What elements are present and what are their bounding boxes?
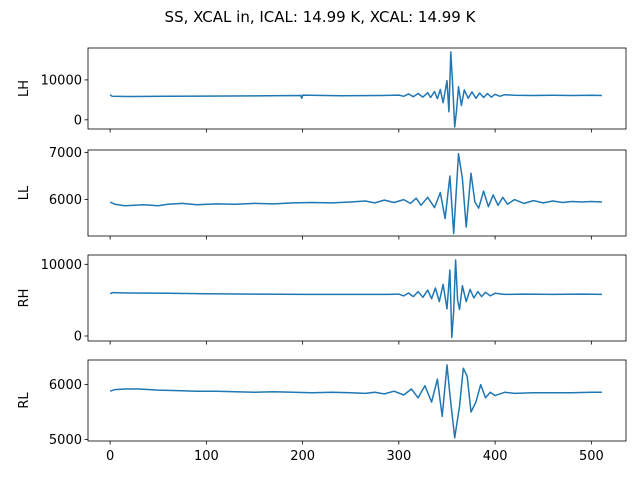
x-tick-label: 300 [386,449,411,464]
series-line-rl [109,364,602,439]
x-tick-label: 100 [194,449,219,464]
y-axis-label: RH [17,289,32,308]
y-axis-label: LH [17,80,32,97]
y-tick-label: 6000 [49,193,82,208]
subplot-rl: 5000 6000 RL 0 100 200 300 400 500 [17,359,627,464]
y-tick-label: 0 [74,113,82,128]
figure-title: SS, XCAL in, ICAL: 14.99 K, XCAL: 14.99 … [164,8,476,26]
y-tick-label: 7000 [49,146,82,161]
y-tick-label: 10000 [41,73,82,88]
y-tick-label: 5000 [49,433,82,448]
axes-frame [87,47,627,130]
axes-frame [87,149,627,237]
axes-frame [87,359,627,442]
y-axis-label: RL [17,392,32,409]
series-line-rh [109,259,602,339]
axes-frame [87,254,627,342]
x-tick-label: 500 [579,449,604,464]
series-line-lh [109,51,602,128]
subplot-rh: 0 10000 RH [17,254,627,345]
x-tick-label: 400 [483,449,508,464]
y-tick-label: 6000 [49,378,82,393]
x-tick-label: 0 [106,449,114,464]
series-line-ll [109,153,602,235]
subplot-lh: 0 10000 LH [17,47,627,133]
y-tick-label: 10000 [41,258,82,273]
x-tick-label: 200 [290,449,315,464]
y-axis-label: LL [17,185,32,200]
subplot-ll: 6000 7000 LL [17,146,627,240]
y-tick-label: 0 [74,329,82,344]
